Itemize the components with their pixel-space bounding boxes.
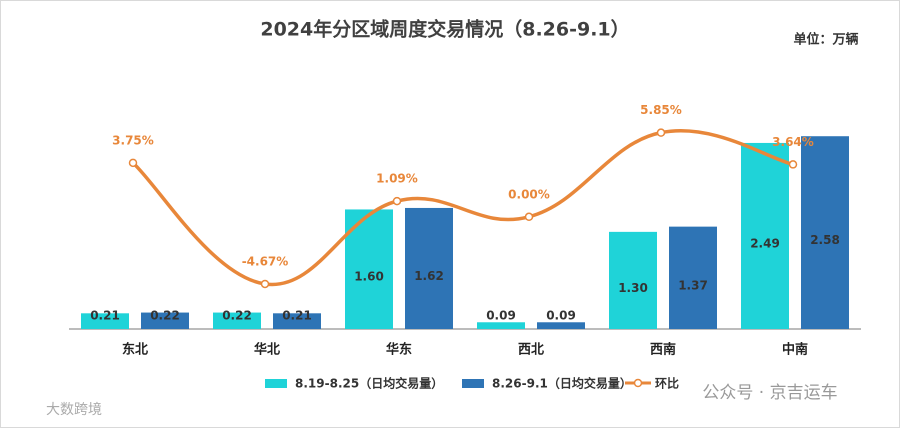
bar-value-label: 1.60	[354, 270, 384, 284]
line-value-label: 3.64%	[772, 135, 814, 149]
watermark: 大数跨境	[46, 402, 102, 418]
legend-label: 环比	[655, 376, 679, 391]
bar	[609, 231, 657, 329]
line-value-label: -4.67%	[242, 254, 289, 268]
bar	[141, 312, 189, 329]
legend-swatch	[462, 379, 484, 388]
x-tick-label: 东北	[122, 342, 148, 358]
bar	[801, 136, 849, 329]
bar	[741, 142, 789, 329]
bar	[273, 313, 321, 329]
x-tick-label: 西南	[650, 342, 676, 358]
line-value-label: 1.09%	[376, 172, 418, 186]
line-marker	[788, 160, 798, 169]
legend-swatch	[633, 378, 643, 388]
bar-value-label: 0.09	[486, 309, 516, 323]
bar-value-label: 0.21	[282, 309, 312, 323]
bar-value-label: 2.49	[750, 236, 780, 250]
unit-label: 单位：万辆	[793, 32, 858, 48]
bar-value-label: 0.22	[222, 309, 252, 323]
x-tick-label: 华东	[386, 342, 412, 358]
bar	[213, 312, 261, 329]
line-marker	[524, 212, 534, 222]
legend-label: 8.26-9.1（日均交易量）	[492, 376, 632, 391]
bar-value-label: 1.30	[618, 281, 648, 295]
line-value-label: 3.75%	[112, 133, 154, 147]
line-marker	[392, 196, 402, 206]
x-tick-label: 华北	[254, 342, 280, 358]
legend-label: 8.19-8.25（日均交易量）	[295, 376, 443, 391]
bar-value-label: 2.58	[810, 233, 840, 247]
legend-swatch	[265, 379, 287, 388]
bar-value-label: 1.62	[414, 269, 444, 283]
bar-value-label: 1.37	[678, 278, 708, 292]
x-tick-label: 中南	[782, 342, 808, 358]
bar-value-label: 0.22	[150, 309, 180, 323]
bar	[81, 313, 129, 329]
bar	[537, 322, 585, 329]
line-value-label: 0.00%	[508, 187, 550, 201]
bar-value-label: 0.21	[90, 309, 120, 323]
bar	[405, 207, 453, 329]
line-marker	[128, 158, 138, 168]
bar	[477, 322, 525, 329]
line-value-label: 5.85%	[640, 103, 682, 117]
line	[131, 129, 794, 287]
chart-title: 2024年分区域周度交易情况（8.26-9.1）	[260, 18, 629, 41]
watermark: 公众号 · 京吉运车	[702, 383, 837, 403]
line-marker	[260, 279, 270, 289]
bar	[669, 226, 717, 329]
bar-value-label: 0.09	[546, 309, 576, 323]
x-tick-label: 西北	[518, 343, 544, 358]
line-marker	[656, 128, 666, 137]
